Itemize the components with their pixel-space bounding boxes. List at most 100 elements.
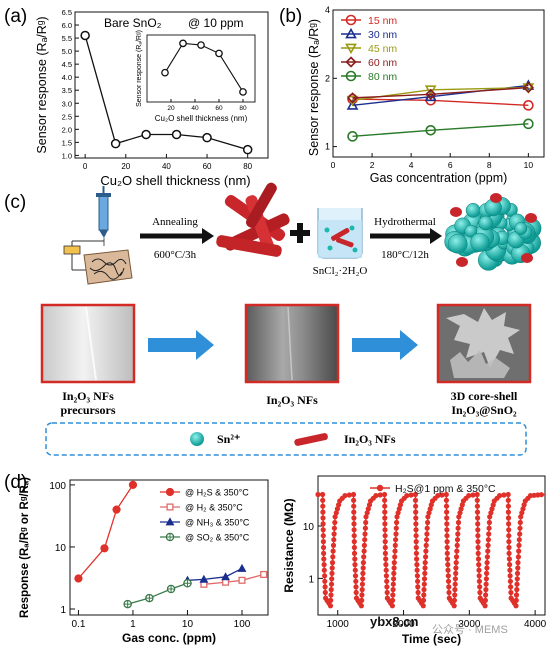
chart-d-resistance-vs-time: 1000 2000 3000 4000 1 10 Time (sec) Resistance …: [282, 475, 547, 646]
data-point: [141, 129, 151, 140]
data-point: [391, 560, 397, 566]
data-point: [391, 570, 397, 577]
data-point: [444, 509, 450, 515]
data-point: [322, 573, 328, 579]
data-point: [394, 519, 400, 526]
sn-ion-icon: [190, 432, 204, 446]
data-point: [453, 570, 459, 577]
data-point: [359, 597, 365, 604]
data-point: [360, 565, 366, 571]
data-point: [171, 129, 182, 140]
data-point: [330, 554, 336, 560]
data-point: [452, 587, 458, 593]
data-point: [459, 502, 465, 508]
y-tick-label: 3.5: [62, 86, 72, 95]
x-tick-label: 0.1: [71, 619, 85, 630]
data-point: [383, 573, 389, 579]
inset-x-tick-label: 80: [239, 105, 247, 112]
data-point: [352, 567, 358, 573]
data-point: [426, 510, 432, 516]
inset-data-point: [239, 88, 247, 96]
legend-label: @ H₂S & 350°C: [185, 488, 249, 498]
inset-chart: 20 40 60 80 Cu₂O shell thickness (nm) Sensor …: [136, 30, 256, 123]
data-point: [474, 497, 480, 503]
data-point: [454, 542, 460, 549]
data-point: [483, 581, 489, 587]
data-point: [382, 533, 388, 539]
data-point: [505, 497, 511, 503]
beaker-sncl2-illustration: SnCl₂·2H₂O: [313, 208, 367, 277]
data-point: [453, 560, 459, 566]
data-point: [390, 587, 396, 593]
nanofiber-end: [521, 253, 533, 263]
data-point-cross: [183, 579, 192, 587]
plus-sign: [290, 223, 310, 243]
data-point: [351, 497, 357, 503]
data-point: [331, 525, 337, 531]
data-point: [455, 519, 462, 526]
series-line: [352, 86, 529, 99]
data-point: [446, 584, 452, 590]
y-tick-label: 5.0: [62, 47, 72, 56]
y-tick-label-top: 4: [325, 5, 330, 15]
sn-particle: [478, 215, 493, 231]
x-tick-label: 40: [162, 162, 171, 171]
data-point: [483, 592, 489, 598]
data-point: [516, 548, 522, 554]
data-point: [475, 527, 481, 533]
data-point: [361, 554, 367, 560]
data-point: [422, 560, 428, 566]
data-point: [202, 132, 212, 143]
legend-marker: [165, 517, 175, 526]
data-point: [517, 531, 523, 537]
data-point: [444, 521, 450, 527]
data-point: [444, 544, 450, 551]
data-point: [444, 515, 450, 521]
inset-data-point: [179, 39, 187, 48]
data-point: [506, 527, 512, 533]
data-point-cross: [145, 594, 153, 602]
data-point: [365, 506, 371, 512]
data-point: [506, 533, 512, 539]
data-point: [415, 589, 421, 596]
data-point: [421, 576, 428, 582]
data-point: [382, 527, 388, 533]
y-tick-label: 6.0: [62, 21, 72, 30]
data-point: [476, 567, 482, 573]
legend-label: 15 nm: [368, 15, 397, 27]
data-point: [360, 576, 366, 582]
data-point: [331, 537, 337, 543]
x-tick-label: 100: [234, 619, 251, 630]
data-point: [454, 548, 460, 554]
series-80-nm: 80 nm: [341, 70, 534, 142]
inset-data-point: [215, 49, 223, 58]
sem-label-core-shell: 3D core-shell In₂O₃@SnO₂: [451, 389, 518, 417]
data-point: [352, 562, 358, 568]
sem-label-in2o3: In₂O₃ NFs: [266, 393, 318, 407]
panel-label-b: (b): [279, 6, 302, 27]
inset-x-tick-label: 40: [191, 105, 199, 112]
legend-marker: [166, 503, 174, 511]
data-point: [320, 491, 326, 498]
data-point: [507, 573, 513, 579]
data-point: [320, 497, 326, 503]
data-point: [485, 542, 491, 549]
data-point: [466, 493, 472, 499]
arrow-annealing: Annealing 600°C/3h: [140, 216, 214, 261]
data-point: [483, 576, 489, 582]
data-point: [487, 514, 493, 520]
data-point: [424, 525, 430, 531]
data-point: [363, 514, 369, 520]
data-point: [329, 570, 335, 577]
data-point: [452, 581, 458, 587]
data-point: [393, 531, 399, 537]
data-point: [242, 144, 253, 155]
legend-marker: [165, 532, 175, 542]
data-point: [475, 556, 482, 562]
legend-label: @ NH₃ & 350°C: [185, 518, 250, 528]
data-point: [315, 491, 321, 498]
data-point: [390, 592, 396, 598]
data-point: [321, 550, 327, 557]
series-line: [203, 573, 264, 585]
